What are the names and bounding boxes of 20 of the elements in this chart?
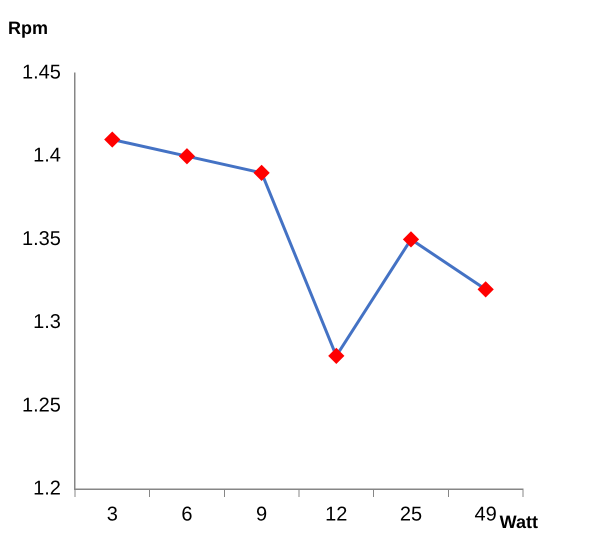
point <box>478 282 494 297</box>
x-tick-label: 25 <box>400 504 422 526</box>
point <box>179 148 194 164</box>
y-tick-label: 1.3 <box>33 311 61 334</box>
y-tick-label: 1.4 <box>33 144 61 167</box>
y-tick-label: 1.45 <box>22 62 61 84</box>
x-tick-label: 6 <box>181 504 193 526</box>
y-tick-label: 1.25 <box>22 394 61 416</box>
point <box>403 232 418 247</box>
x-axis-title: Watt <box>500 512 538 532</box>
point <box>254 165 270 180</box>
y-tick-label: 1.35 <box>22 228 61 250</box>
y-tick-label: 1.2 <box>33 478 61 500</box>
x-tick-label: 49 <box>474 504 497 526</box>
point <box>328 348 344 364</box>
y-axis-title: Rpm <box>8 18 48 38</box>
x-tick-label: 3 <box>106 504 118 526</box>
point <box>104 132 120 148</box>
x-tick-label: 12 <box>325 504 348 526</box>
x-tick-label: 9 <box>256 504 268 526</box>
